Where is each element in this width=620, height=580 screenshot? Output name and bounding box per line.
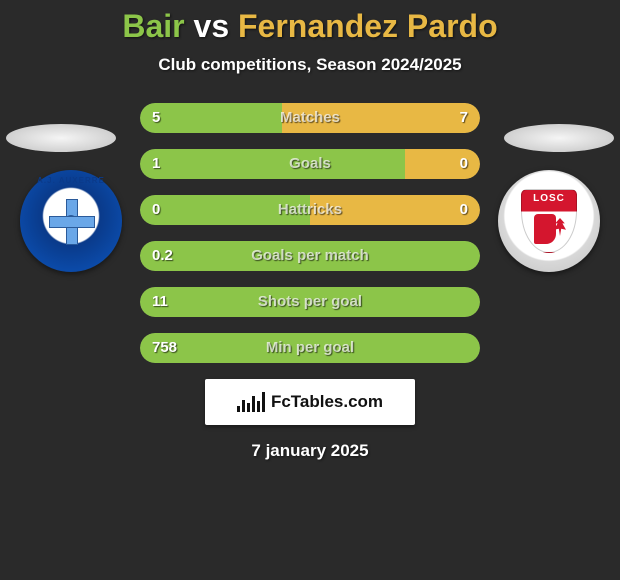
branding-chart-icon	[237, 392, 265, 412]
player-left-name: Bair	[122, 8, 184, 44]
vs-separator: vs	[194, 8, 230, 44]
stat-label: Min per goal	[140, 333, 480, 363]
stat-label: Hattricks	[140, 195, 480, 225]
stat-label: Shots per goal	[140, 287, 480, 317]
footer-date: 7 january 2025	[0, 441, 620, 461]
stat-label: Goals per match	[140, 241, 480, 271]
subtitle: Club competitions, Season 2024/2025	[0, 55, 620, 75]
stat-label: Matches	[140, 103, 480, 133]
stat-label: Goals	[140, 149, 480, 179]
player-right-name: Fernandez Pardo	[238, 8, 498, 44]
stat-row: 57Matches	[140, 103, 480, 133]
stat-row: 00Hattricks	[140, 195, 480, 225]
branding-text: FcTables.com	[271, 392, 383, 412]
branding-badge: FcTables.com	[205, 379, 415, 425]
stat-row: 11Shots per goal	[140, 287, 480, 317]
stat-row: 758Min per goal	[140, 333, 480, 363]
comparison-card: Bair vs Fernandez Pardo Club competition…	[0, 0, 620, 461]
stat-row: 0.2Goals per match	[140, 241, 480, 271]
page-title: Bair vs Fernandez Pardo	[0, 8, 620, 45]
stats-area: 57Matches 10Goals 00Hattricks 0.2Goals per …	[0, 103, 620, 363]
stat-row: 10Goals	[140, 149, 480, 179]
